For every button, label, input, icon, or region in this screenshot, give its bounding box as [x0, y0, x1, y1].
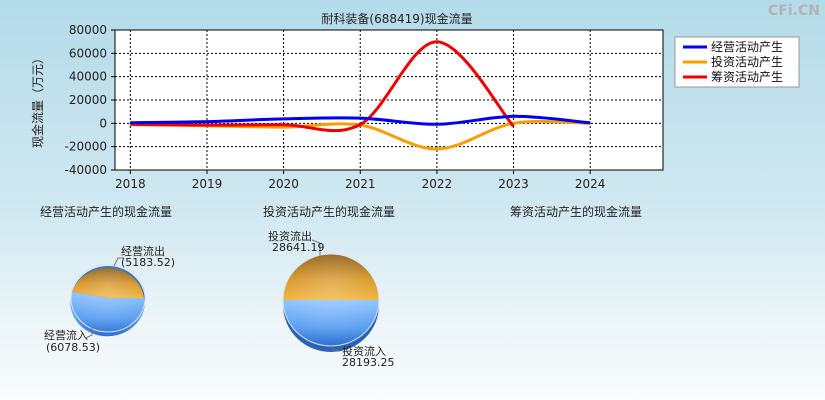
- pie-title-financing: 筹资活动产生的现金流量: [510, 204, 642, 219]
- label-operating-inflow: 经营流入: [44, 328, 88, 342]
- x-tick-label: 2024: [575, 177, 606, 191]
- y-tick-label: 80000: [69, 23, 107, 37]
- x-tick-label: 2023: [498, 177, 529, 191]
- y-tick-label: -20000: [64, 140, 107, 154]
- x-tick-label: 2020: [268, 177, 299, 191]
- legend-label-3: 筹资活动产生: [711, 70, 783, 84]
- leader-investing-outflow: [311, 239, 321, 256]
- main-chart-title: 耐科装备(688419)现金流量: [321, 11, 472, 26]
- x-tick-label: 2022: [422, 177, 453, 191]
- pie-titles: 经营活动产生的现金流量 投资活动产生的现金流量 筹资活动产生的现金流量: [40, 204, 642, 219]
- x-tick-label: 2019: [192, 177, 223, 191]
- leader-investing-inflow: [330, 345, 340, 352]
- leader-operating-outflow: [113, 257, 124, 267]
- pie-investing-shine: [282, 253, 380, 347]
- x-tick-label: 2018: [115, 177, 146, 191]
- value-operating-outflow: (5183.52): [121, 256, 175, 269]
- y-tick-label: -40000: [64, 163, 107, 177]
- y-tick-labels: -40000 -20000 0 20000 40000 60000 80000: [64, 23, 107, 177]
- y-axis-label: 现金流量（万元）: [30, 52, 45, 148]
- y-tick-label: 40000: [69, 70, 107, 84]
- series-line-1: [130, 114, 591, 126]
- watermark: CFi.CN: [768, 3, 820, 19]
- value-investing-outflow: 28641.19: [272, 241, 325, 254]
- label-investing-outflow: 投资流出: [268, 229, 312, 243]
- label-investing-inflow: 投资流入: [342, 344, 386, 358]
- legend-label-2: 投资活动产生: [711, 54, 783, 69]
- y-tick-label: 0: [99, 116, 107, 130]
- series-lines: [130, 40, 591, 151]
- value-operating-inflow: (6078.53): [46, 341, 100, 354]
- series-line-3: [130, 40, 515, 133]
- leader-operating-inflow: [85, 328, 93, 339]
- pie-title-operating: 经营活动产生的现金流量: [40, 204, 172, 219]
- pie-operating: 经营流出 (5183.52) 经营流入 (6078.53): [44, 244, 175, 354]
- x-tick-labels: 2018 2019 2020 2021 2022 2023 2024: [115, 177, 605, 191]
- pie-title-investing: 投资活动产生的现金流量: [263, 204, 395, 219]
- legend-label-1: 经营活动产生: [711, 40, 783, 54]
- pie-operating-shine: [70, 263, 146, 333]
- y-tick-label: 20000: [69, 93, 107, 107]
- label-operating-outflow: 经营流出: [121, 244, 165, 258]
- pie-investing: 投资流出 28641.19 投资流入 28193.25: [268, 229, 395, 369]
- gridlines: [111, 29, 663, 174]
- y-tick-label: 60000: [69, 46, 107, 60]
- value-investing-inflow: 28193.25: [342, 356, 395, 369]
- x-tick-label: 2021: [345, 177, 376, 191]
